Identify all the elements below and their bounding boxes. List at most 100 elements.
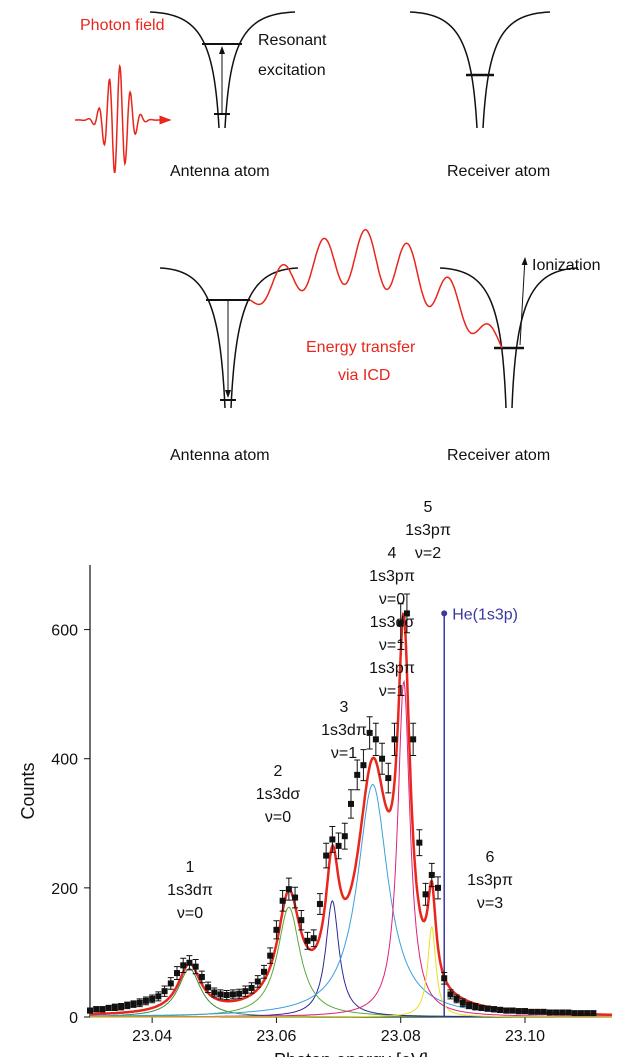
data-point bbox=[540, 1008, 547, 1015]
peak-label: 1s3dσ bbox=[370, 614, 415, 631]
data-point bbox=[354, 771, 361, 778]
data-point bbox=[441, 975, 448, 982]
data-point bbox=[472, 1003, 479, 1010]
data-point bbox=[223, 992, 230, 999]
data-point bbox=[254, 978, 261, 985]
peak-label: 1s3pπ bbox=[467, 872, 513, 889]
data-point bbox=[497, 1006, 504, 1013]
data-point bbox=[87, 1007, 93, 1014]
data-point bbox=[410, 736, 417, 743]
peak-label: 1s3pπ bbox=[405, 522, 451, 539]
data-point bbox=[99, 1006, 106, 1013]
reference-label: He(1s3p) bbox=[452, 606, 518, 623]
label: Receiver atom bbox=[447, 447, 550, 464]
data-point bbox=[546, 1009, 553, 1016]
data-point bbox=[490, 1006, 497, 1013]
data-point bbox=[403, 610, 410, 617]
label: Antenna atom bbox=[170, 447, 270, 464]
peak-label: ν=1 bbox=[331, 745, 357, 762]
data-point bbox=[161, 988, 168, 995]
x-tick-label: 23.04 bbox=[132, 1028, 172, 1045]
data-point bbox=[316, 901, 323, 907]
label: Antenna atom bbox=[170, 163, 270, 180]
data-point bbox=[236, 990, 243, 997]
peak-label: 1 bbox=[186, 859, 195, 876]
data-point bbox=[590, 1010, 597, 1017]
x-tick-label: 23.08 bbox=[381, 1028, 421, 1045]
reference-dot bbox=[441, 610, 448, 617]
data-point bbox=[391, 736, 398, 743]
data-point bbox=[372, 736, 379, 743]
data-point bbox=[559, 1009, 566, 1016]
transfer-wave bbox=[249, 228, 503, 349]
data-point bbox=[285, 886, 292, 893]
data-point bbox=[584, 1010, 591, 1017]
peak-label: ν=1 bbox=[379, 683, 405, 700]
photon-wave bbox=[75, 64, 172, 173]
label: excitation bbox=[258, 62, 326, 79]
data-point bbox=[298, 917, 305, 924]
data-point bbox=[304, 937, 311, 944]
data-point bbox=[211, 989, 218, 996]
antenna-well bbox=[149, 11, 296, 129]
data-point bbox=[366, 729, 373, 736]
data-point bbox=[522, 1008, 528, 1015]
data-point bbox=[167, 980, 174, 987]
data-point bbox=[136, 999, 143, 1006]
data-point bbox=[155, 993, 162, 1000]
data-point bbox=[279, 897, 286, 904]
data-point bbox=[503, 1007, 510, 1014]
data-point bbox=[292, 894, 299, 901]
data-point bbox=[198, 973, 205, 980]
data-point bbox=[553, 1009, 560, 1016]
data-point bbox=[341, 833, 348, 840]
data-point bbox=[93, 1006, 100, 1013]
data-point bbox=[466, 1002, 473, 1009]
data-point bbox=[261, 968, 267, 975]
peak-label: 2 bbox=[274, 763, 283, 780]
data-point bbox=[428, 871, 435, 878]
data-point bbox=[205, 984, 212, 991]
data-point bbox=[105, 1004, 112, 1011]
x-axis-label: Photon energy [eV] bbox=[274, 1050, 428, 1057]
data-point bbox=[149, 995, 156, 1002]
data-point bbox=[124, 1002, 131, 1009]
peak-label: 5 bbox=[424, 499, 433, 516]
data-point bbox=[528, 1008, 535, 1015]
peak-label: 6 bbox=[486, 849, 495, 866]
antenna-well bbox=[159, 267, 299, 409]
arrow bbox=[519, 257, 528, 346]
data-point bbox=[186, 959, 193, 966]
data-point bbox=[329, 836, 336, 843]
peak-label: 1s3dπ bbox=[321, 722, 367, 739]
data-point bbox=[484, 1005, 491, 1012]
data-point bbox=[310, 935, 317, 942]
label: Receiver atom bbox=[447, 163, 550, 180]
data-point bbox=[509, 1007, 516, 1014]
data-point bbox=[422, 891, 429, 898]
data-point bbox=[273, 926, 280, 933]
data-point bbox=[111, 1004, 118, 1011]
peak-label: 3 bbox=[340, 699, 349, 716]
diagram-top: Photon field Resonant excitation Antenna… bbox=[75, 11, 551, 180]
receiver-well bbox=[409, 11, 551, 129]
data-point bbox=[385, 775, 392, 782]
peak-label: ν=2 bbox=[415, 545, 441, 562]
data-point bbox=[534, 1008, 541, 1015]
label: Energy transfer bbox=[306, 339, 416, 356]
data-point bbox=[416, 839, 423, 846]
peak-label: 4 bbox=[388, 545, 397, 562]
y-tick-label: 200 bbox=[51, 881, 78, 898]
peak-label: ν=3 bbox=[477, 895, 503, 912]
data-point bbox=[571, 1010, 578, 1017]
data-point bbox=[142, 997, 149, 1004]
data-point bbox=[360, 762, 367, 769]
data-point bbox=[192, 963, 199, 970]
label: Resonant bbox=[258, 32, 327, 49]
data-point bbox=[323, 852, 330, 859]
peak-label: ν=0 bbox=[177, 905, 203, 922]
data-point bbox=[577, 1010, 584, 1017]
peak-label: 1s3dσ bbox=[256, 786, 301, 803]
component-peak bbox=[90, 925, 612, 1018]
